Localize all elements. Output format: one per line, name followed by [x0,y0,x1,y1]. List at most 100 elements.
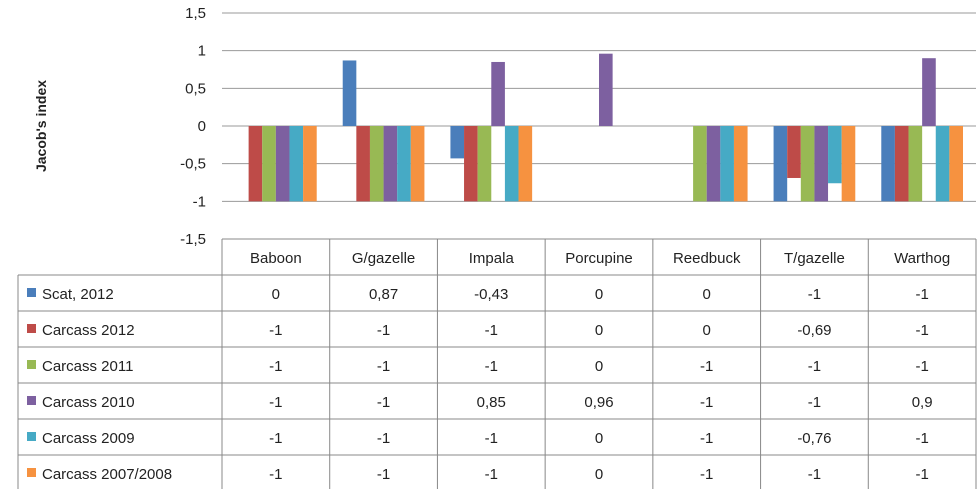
data-label: -1 [377,466,390,483]
category-label: Baboon [250,250,302,267]
data-label: -1 [269,394,282,411]
legend-key [27,468,36,477]
data-label: -1 [915,358,928,375]
data-label: 0,85 [477,394,506,411]
category-label: Impala [469,250,515,267]
legend-label: Carcass 2010 [42,394,135,411]
data-label: -1 [700,466,713,483]
data-label: -1 [700,358,713,375]
bar [504,126,519,202]
legend-label: Carcass 2009 [42,430,135,447]
category-label: G/gazelle [352,250,415,267]
data-label: -0,69 [797,322,831,339]
bar [773,126,788,202]
bar [477,126,492,202]
bar [733,126,748,202]
bar [881,126,895,202]
bar [450,126,465,159]
category-label: T/gazelle [784,250,845,267]
y-tick-label: 0 [198,118,206,135]
y-tick-label: 1 [198,43,206,60]
data-label: -1 [915,286,928,303]
category-label: Porcupine [565,250,633,267]
bar [720,126,734,202]
bar [841,126,856,202]
data-label: -1 [700,394,713,411]
data-label: 0 [272,286,280,303]
data-label: -1 [485,466,498,483]
data-label: -1 [269,322,282,339]
category-label: Reedbuck [673,250,741,267]
bar [383,126,398,202]
bar [262,126,276,202]
legend-key [27,396,36,405]
bar [949,126,963,202]
legend-key [27,288,36,297]
data-label: -1 [808,286,821,303]
data-label: -1 [700,430,713,447]
y-tick-label: -0,5 [180,156,206,173]
y-tick-label: 1,5 [185,5,206,22]
legend-label: Carcass 2007/2008 [42,466,172,483]
data-label: -0,76 [797,430,831,447]
data-label: -1 [269,430,282,447]
y-axis-label: Jacob's index [33,80,49,172]
bar [908,126,923,202]
bar [275,126,290,202]
bar [935,126,950,202]
data-label: 0 [595,322,603,339]
data-label: 0 [595,358,603,375]
category-label: Warthog [894,250,950,267]
bar [800,126,815,202]
bar [706,126,721,202]
data-label: -1 [485,358,498,375]
legend-label: Carcass 2011 [42,358,133,375]
bar [922,58,936,127]
data-label: 0,96 [584,394,613,411]
data-label: -1 [808,466,821,483]
data-label: -1 [377,322,390,339]
bar [410,126,425,202]
data-label: -1 [377,358,390,375]
data-label: -1 [377,430,390,447]
data-label: -1 [915,430,928,447]
data-label: -1 [808,358,821,375]
bar [599,53,613,126]
data-label: 0 [703,286,711,303]
y-tick-label: -1 [193,193,206,210]
bar [397,126,411,202]
data-label: -1 [485,322,498,339]
data-label: -1 [269,358,282,375]
bar [787,126,801,178]
y-tick-label: 0,5 [185,80,206,97]
bar [369,126,384,202]
bar [289,126,304,202]
data-label: 0 [595,430,603,447]
data-label: -1 [915,322,928,339]
bar [814,126,829,202]
data-label: -1 [269,466,282,483]
bar [693,126,707,202]
data-label: 0,9 [912,394,933,411]
bar [248,126,263,202]
bar [342,60,357,126]
data-label: -1 [377,394,390,411]
legend-label: Scat, 2012 [42,286,114,303]
data-label: -1 [808,394,821,411]
data-label: -0,43 [474,286,508,303]
bar [894,126,909,202]
legend-key [27,432,36,441]
data-label: 0 [703,322,711,339]
legend-key [27,324,36,333]
bar [491,61,505,126]
data-label: 0 [595,286,603,303]
data-label: -1 [915,466,928,483]
bar [518,126,533,202]
data-label: 0,87 [369,286,398,303]
legend-key [27,360,36,369]
legend-label: Carcass 2012 [42,322,135,339]
bar [356,126,370,202]
data-label: 0 [595,466,603,483]
